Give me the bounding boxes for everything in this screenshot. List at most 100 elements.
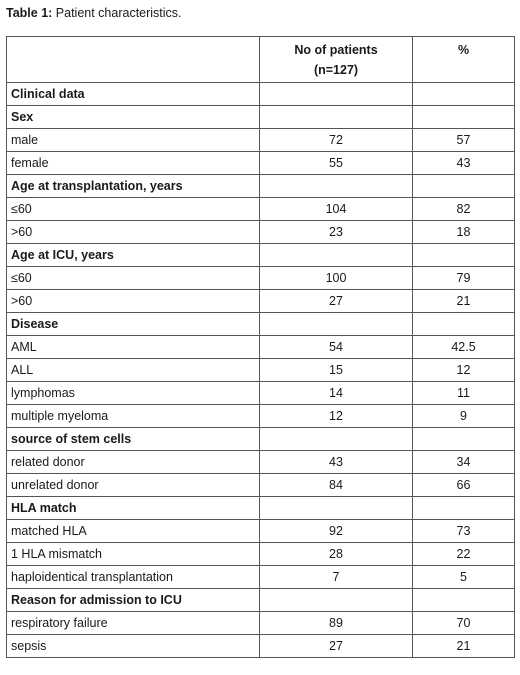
section-label: Reason for admission to ICU <box>6 588 260 612</box>
patient-count-cell: 27 <box>259 289 413 313</box>
patient-count-cell: 15 <box>259 358 413 382</box>
percent-cell: 82 <box>412 197 515 221</box>
table-row: 1 HLA mismatch 28 22 <box>6 542 515 566</box>
table-row: AML 54 42.5 <box>6 335 515 359</box>
section-row: Reason for admission to ICU <box>6 588 515 612</box>
patient-count-cell: 23 <box>259 220 413 244</box>
table-row: lymphomas 14 11 <box>6 381 515 405</box>
percent-cell: 12 <box>412 358 515 382</box>
table-row: haploidentical transplantation 7 5 <box>6 565 515 589</box>
table-row: female 55 43 <box>6 151 515 175</box>
row-label: matched HLA <box>6 519 260 543</box>
header-cell-label <box>6 36 260 83</box>
patient-count-cell <box>259 105 413 129</box>
header-patients-line1: No of patients <box>294 43 378 57</box>
section-label: Sex <box>6 105 260 129</box>
section-label: Disease <box>6 312 260 336</box>
table-row: unrelated donor 84 66 <box>6 473 515 497</box>
percent-cell <box>412 427 515 451</box>
patient-count-cell <box>259 427 413 451</box>
percent-cell: 70 <box>412 611 515 635</box>
patient-count-cell: 54 <box>259 335 413 359</box>
patient-count-cell: 104 <box>259 197 413 221</box>
section-row: Age at ICU, years <box>6 243 515 267</box>
patient-count-cell: 84 <box>259 473 413 497</box>
section-row: Clinical data <box>6 82 515 106</box>
percent-cell: 34 <box>412 450 515 474</box>
percent-cell: 73 <box>412 519 515 543</box>
row-label: ALL <box>6 358 260 382</box>
section-label: Age at ICU, years <box>6 243 260 267</box>
row-label: >60 <box>6 220 260 244</box>
table-header-row: No of patients (n=127) % <box>6 36 515 83</box>
table-row: >60 23 18 <box>6 220 515 244</box>
percent-cell <box>412 82 515 106</box>
percent-cell: 42.5 <box>412 335 515 359</box>
patient-count-cell <box>259 82 413 106</box>
section-row: Age at transplantation, years <box>6 174 515 198</box>
patient-count-cell <box>259 496 413 520</box>
percent-cell: 5 <box>412 565 515 589</box>
patient-count-cell: 72 <box>259 128 413 152</box>
row-label: related donor <box>6 450 260 474</box>
table-row: >60 27 21 <box>6 289 515 313</box>
percent-cell: 9 <box>412 404 515 428</box>
table-row: ≤60 104 82 <box>6 197 515 221</box>
percent-cell: 22 <box>412 542 515 566</box>
table-row: ALL 15 12 <box>6 358 515 382</box>
section-row: HLA match <box>6 496 515 520</box>
table-caption-prefix: Table 1: <box>6 6 53 20</box>
patient-count-cell: 100 <box>259 266 413 290</box>
patient-count-cell: 89 <box>259 611 413 635</box>
row-label: multiple myeloma <box>6 404 260 428</box>
patient-count-cell: 43 <box>259 450 413 474</box>
table-row: ≤60 100 79 <box>6 266 515 290</box>
percent-cell: 21 <box>412 289 515 313</box>
header-cell-patients: No of patients (n=127) <box>259 36 413 83</box>
header-cell-percent: % <box>412 36 515 83</box>
row-label: 1 HLA mismatch <box>6 542 260 566</box>
table-caption-text: Patient characteristics. <box>52 6 182 20</box>
percent-cell: 79 <box>412 266 515 290</box>
percent-cell <box>412 312 515 336</box>
section-row: Sex <box>6 105 515 129</box>
section-row: source of stem cells <box>6 427 515 451</box>
percent-cell: 18 <box>412 220 515 244</box>
patient-count-cell: 92 <box>259 519 413 543</box>
patient-count-cell <box>259 243 413 267</box>
section-label: source of stem cells <box>6 427 260 451</box>
percent-cell: 66 <box>412 473 515 497</box>
table-row: male 72 57 <box>6 128 515 152</box>
row-label: sepsis <box>6 634 260 658</box>
row-label: unrelated donor <box>6 473 260 497</box>
patient-count-cell: 12 <box>259 404 413 428</box>
header-patients-line2: (n=127) <box>313 63 359 77</box>
patient-count-cell: 27 <box>259 634 413 658</box>
table-row: matched HLA 92 73 <box>6 519 515 543</box>
patient-count-cell <box>259 588 413 612</box>
section-row: Disease <box>6 312 515 336</box>
patient-characteristics-table: No of patients (n=127) % Clinical data Sex… <box>6 36 515 658</box>
section-label: HLA match <box>6 496 260 520</box>
patient-count-cell: 14 <box>259 381 413 405</box>
row-label: haploidentical transplantation <box>6 565 260 589</box>
section-label: Clinical data <box>6 82 260 106</box>
percent-cell <box>412 496 515 520</box>
percent-cell: 57 <box>412 128 515 152</box>
row-label: AML <box>6 335 260 359</box>
patient-count-cell <box>259 312 413 336</box>
row-label: respiratory failure <box>6 611 260 635</box>
percent-cell <box>412 105 515 129</box>
percent-cell: 11 <box>412 381 515 405</box>
table-row: multiple myeloma 12 9 <box>6 404 515 428</box>
row-label: lymphomas <box>6 381 260 405</box>
percent-cell <box>412 243 515 267</box>
table-row: respiratory failure 89 70 <box>6 611 515 635</box>
row-label: >60 <box>6 289 260 313</box>
row-label: male <box>6 128 260 152</box>
patient-count-cell: 55 <box>259 151 413 175</box>
patient-count-cell: 7 <box>259 565 413 589</box>
table-caption: Table 1: Patient characteristics. <box>6 4 182 22</box>
row-label: female <box>6 151 260 175</box>
patient-count-cell <box>259 174 413 198</box>
